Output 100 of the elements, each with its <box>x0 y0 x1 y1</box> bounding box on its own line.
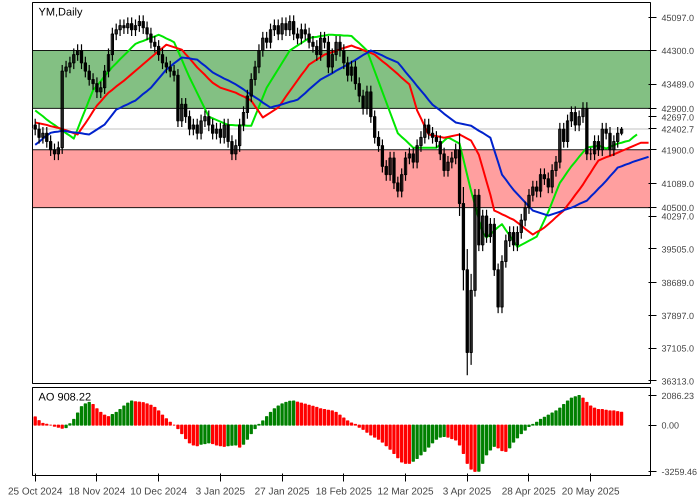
bar <box>577 394 581 426</box>
candlestick <box>126 16 130 35</box>
bar <box>612 410 616 426</box>
bar <box>292 400 296 426</box>
candlestick <box>199 114 203 140</box>
bar <box>620 412 624 426</box>
candlestick <box>300 23 304 45</box>
bar <box>288 400 292 426</box>
bar <box>218 424 222 446</box>
bar <box>334 412 338 426</box>
bar <box>296 402 300 426</box>
bar <box>558 408 562 426</box>
bar <box>184 424 188 440</box>
bar <box>369 424 372 436</box>
bar <box>34 416 37 426</box>
bar <box>438 424 442 438</box>
bar <box>130 400 134 426</box>
bar <box>326 410 330 426</box>
bar <box>434 424 438 440</box>
x-tick-label: 10 Dec 2024 <box>130 486 188 498</box>
bar <box>99 412 102 426</box>
candlestick <box>118 18 122 37</box>
bar <box>562 404 566 426</box>
x-tick-label: 12 Mar 2025 <box>377 486 434 498</box>
bar <box>523 424 527 431</box>
bar <box>604 410 608 426</box>
bar <box>596 409 600 426</box>
bar <box>160 414 164 426</box>
bar <box>80 406 84 426</box>
bar <box>210 424 214 444</box>
bar <box>358 424 361 428</box>
bar <box>145 403 149 426</box>
bar <box>222 424 226 447</box>
y-tick-label: 43489.0 <box>662 80 694 90</box>
candlestick <box>41 126 45 144</box>
bar <box>315 406 318 426</box>
bar <box>276 405 280 426</box>
y-tick-label: 37897.0 <box>662 310 694 321</box>
bar <box>138 402 142 426</box>
x-tick-label: 20 May 2025 <box>562 486 620 498</box>
bar <box>238 424 242 448</box>
candlestick <box>319 31 322 62</box>
bar <box>477 424 480 472</box>
bar <box>365 424 369 433</box>
bar <box>500 424 504 452</box>
bar <box>126 402 130 426</box>
bar <box>419 424 423 456</box>
bar <box>585 402 589 426</box>
candlestick <box>72 48 76 70</box>
y-tick-label: 42900.0 <box>662 104 694 114</box>
y-tick-label: 36313.0 <box>662 376 694 386</box>
bar <box>272 408 276 426</box>
bar <box>142 402 145 426</box>
bar <box>88 402 91 426</box>
y-tick-label: 37105.0 <box>662 344 694 354</box>
y-tick-label: 44300.0 <box>662 46 694 56</box>
bar <box>608 410 612 426</box>
bar <box>589 405 592 426</box>
bar <box>554 410 558 426</box>
bar <box>546 414 550 426</box>
y-tick-label: -3259.46 <box>662 466 698 477</box>
y-tick-label: 40500.0 <box>662 203 694 214</box>
bar <box>319 408 322 426</box>
bar <box>311 406 315 426</box>
bar <box>450 424 454 440</box>
candlestick <box>268 23 272 50</box>
bar <box>188 424 192 444</box>
candlestick <box>214 122 218 140</box>
x-tick-label: 18 Feb 2025 <box>316 486 372 498</box>
bar <box>64 424 68 428</box>
bar <box>338 414 342 426</box>
x-tick-label: 18 Nov 2024 <box>68 486 126 498</box>
bar <box>574 396 577 426</box>
candlestick <box>222 118 226 144</box>
bar <box>106 416 110 426</box>
bar <box>427 424 430 448</box>
bar <box>149 404 153 426</box>
y-tick-label: 2086.23 <box>662 391 694 401</box>
x-tick-label: 28 Apr 2025 <box>502 486 556 498</box>
bar <box>423 424 426 452</box>
candlestick <box>600 122 604 157</box>
bar <box>102 414 106 426</box>
bar <box>581 398 585 426</box>
bar <box>550 412 554 426</box>
bar <box>261 420 264 426</box>
bar <box>37 420 41 426</box>
bar <box>207 424 210 444</box>
bar <box>616 411 620 426</box>
bar <box>214 424 218 446</box>
bar <box>242 424 246 445</box>
bar <box>504 424 508 452</box>
bar <box>384 424 388 446</box>
bar <box>446 424 450 438</box>
x-tick-label: 3 Jan 2025 <box>196 486 246 498</box>
bar <box>91 404 95 426</box>
bar <box>284 402 288 426</box>
y-tick-label: 41900.0 <box>662 145 694 156</box>
bar <box>346 420 350 426</box>
bar <box>268 412 272 426</box>
candlestick <box>134 18 138 37</box>
